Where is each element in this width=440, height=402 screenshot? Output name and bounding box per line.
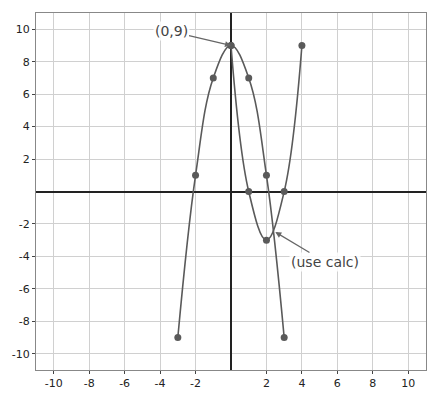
svg-text:10: 10 xyxy=(401,377,415,390)
svg-text:-2: -2 xyxy=(19,218,30,231)
svg-text:-4: -4 xyxy=(155,377,166,390)
svg-text:4: 4 xyxy=(23,120,30,133)
svg-text:8: 8 xyxy=(369,377,376,390)
svg-text:-8: -8 xyxy=(84,377,95,390)
svg-text:6: 6 xyxy=(23,88,30,101)
svg-text:-4: -4 xyxy=(19,250,30,263)
svg-text:-6: -6 xyxy=(19,283,30,296)
svg-text:4: 4 xyxy=(298,377,305,390)
svg-text:10: 10 xyxy=(16,23,30,36)
svg-text:(0,9): (0,9) xyxy=(155,23,188,39)
svg-text:2: 2 xyxy=(23,153,30,166)
svg-text:-2: -2 xyxy=(190,377,201,390)
svg-text:2: 2 xyxy=(263,377,270,390)
svg-text:8: 8 xyxy=(23,56,30,69)
svg-text:(use calc): (use calc) xyxy=(291,254,359,270)
svg-text:-8: -8 xyxy=(19,315,30,328)
svg-text:-6: -6 xyxy=(119,377,130,390)
svg-text:6: 6 xyxy=(334,377,341,390)
svg-text:-10: -10 xyxy=(45,377,63,390)
svg-text:-10: -10 xyxy=(12,348,30,361)
